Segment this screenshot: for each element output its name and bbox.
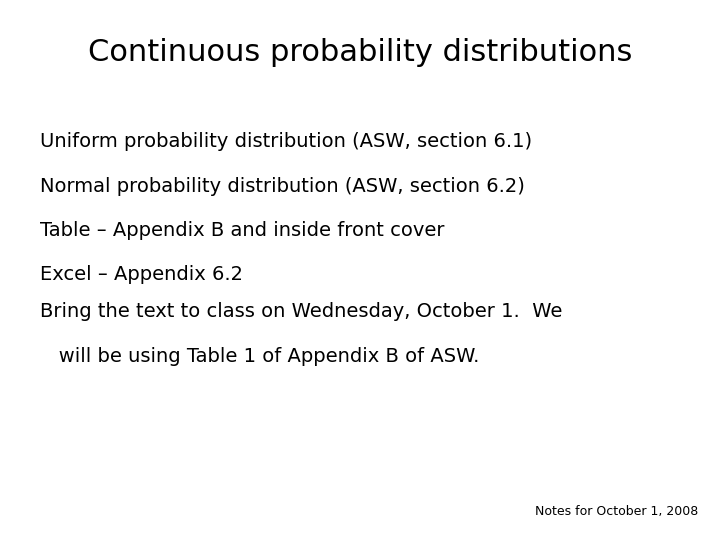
Text: Excel – Appendix 6.2: Excel – Appendix 6.2 — [40, 265, 243, 284]
Text: will be using Table 1 of Appendix B of ASW.: will be using Table 1 of Appendix B of A… — [40, 347, 479, 366]
Text: Continuous probability distributions: Continuous probability distributions — [88, 38, 632, 67]
Text: Bring the text to class on Wednesday, October 1.  We: Bring the text to class on Wednesday, Oc… — [40, 302, 562, 321]
Text: Uniform probability distribution (ASW, section 6.1): Uniform probability distribution (ASW, s… — [40, 132, 532, 151]
Text: Notes for October 1, 2008: Notes for October 1, 2008 — [535, 505, 698, 518]
Text: Normal probability distribution (ASW, section 6.2): Normal probability distribution (ASW, se… — [40, 177, 524, 195]
Text: Table – Appendix B and inside front cover: Table – Appendix B and inside front cove… — [40, 221, 444, 240]
